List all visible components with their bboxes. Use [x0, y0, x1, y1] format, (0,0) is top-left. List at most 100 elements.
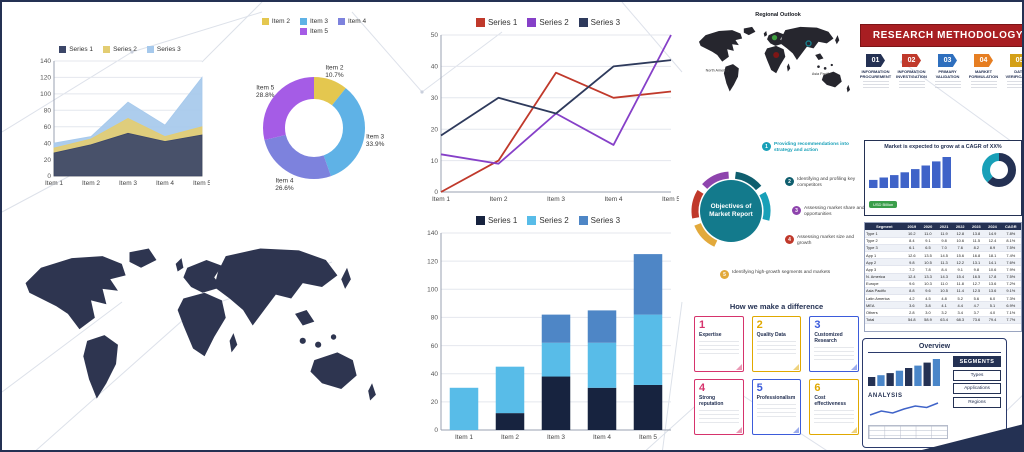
svg-text:60: 60 — [44, 124, 52, 131]
table-cell: 9.1% — [1000, 287, 1021, 296]
table-cell: 15.4 — [952, 273, 969, 281]
card-fold-decoration — [851, 364, 857, 370]
objective-text: Assessing market size and growth — [797, 235, 855, 246]
step-text-lines — [1006, 81, 1022, 89]
table-cell: 9.6 — [919, 287, 937, 296]
table-cell: 9.8 — [936, 237, 953, 245]
table-cell: 11.3 — [936, 258, 953, 267]
table-row: Type 2 8.4 9.1 9.8 10.6 11.5 12.4 8.1% — [865, 237, 1021, 245]
difference-text-lines — [699, 409, 739, 426]
step-number: 01 — [866, 54, 885, 67]
step-text-lines — [970, 81, 997, 89]
legend-item: Series 2 — [527, 18, 569, 27]
legend-item: Series 2 — [103, 46, 137, 53]
table-row: Type 1 10.2 11.0 11.9 12.8 13.8 14.9 7.8% — [865, 230, 1021, 238]
table-cell: 4.8 — [936, 294, 953, 303]
objective-text: Providing recommendations into strategy … — [774, 142, 849, 153]
objective-number: 3 — [792, 206, 801, 215]
regional-outlook-panel: Regional Outlook North America Asia Pacif… — [694, 12, 862, 130]
chart-plot: 0 20 40 60 80 100 120 140 Item 1 Item 2 Item 3 Item… — [427, 230, 671, 441]
table-cell: 9.6 — [903, 280, 920, 288]
table-row: Latin America 4.2 4.5 4.8 5.2 5.6 6.0 7.3% — [865, 294, 1021, 303]
legend-item: Item 3 — [299, 18, 328, 25]
svg-text:50: 50 — [431, 32, 439, 39]
difference-label: Customized Research — [814, 332, 843, 344]
table-cell: 10.5 — [936, 287, 953, 296]
overview-title: Overview — [868, 343, 1001, 353]
chart-plot: 0 20 40 60 80 100 120 140 Item 1 Item 2 Item 3 Item… — [40, 58, 210, 187]
difference-label: Strong reputation — [699, 395, 724, 407]
methodology-step: 01 INFORMATION PROCUREMENT — [860, 54, 891, 89]
objective-text: Assessing market share and opportunities — [804, 206, 865, 217]
table-header-row: Segment 2019 2020 2021 2022 2023 2024 CAGR — [865, 223, 1021, 231]
svg-text:Item 1: Item 1 — [432, 196, 450, 203]
svg-text:Item 3: Item 3 — [547, 434, 565, 441]
methodology-step: 05 DATA VERIFICATION — [1004, 54, 1024, 89]
table-cell: App 3 — [865, 265, 904, 274]
table-cell: 12.2 — [952, 258, 969, 267]
legend-item: Series 3 — [578, 18, 620, 27]
table-cell: 79.4 — [984, 316, 1001, 324]
table-cell: Others — [865, 308, 904, 317]
table-cell: 12.5 — [968, 287, 985, 296]
table-header-cell: 2023 — [968, 223, 985, 231]
table-cell: 8.8 — [903, 287, 920, 296]
table-cell: 8.1% — [1000, 237, 1021, 245]
cagr-badge: USD Billion — [869, 201, 898, 208]
table-row: App 3 7.2 7.8 8.4 9.1 9.8 10.6 7.9% — [865, 265, 1021, 274]
legend-item: Series 2 — [527, 216, 569, 225]
table-cell: 3.2 — [936, 308, 953, 317]
difference-number: 1 — [699, 319, 706, 331]
table-cell: 5.1 — [984, 301, 1001, 310]
table-cell: 5.2 — [952, 294, 969, 303]
table-row: N. America 12.4 13.3 14.3 15.4 16.5 17.8 7.5% — [865, 273, 1021, 281]
difference-label: Quality Data — [756, 332, 786, 338]
difference-title: How we make a difference — [729, 302, 824, 311]
difference-text-lines — [814, 346, 854, 363]
svg-text:Item 3: Item 3 — [119, 180, 137, 187]
difference-label: Professionalism — [756, 395, 796, 401]
objective-item: 2 Identifying and profiling key competito… — [785, 177, 865, 189]
data-table: Segment 2019 2020 2021 2022 2023 2024 CAGR Type … — [865, 223, 1021, 324]
svg-text:0: 0 — [434, 427, 438, 434]
svg-text:40: 40 — [431, 371, 439, 378]
table-cell: 3.7 — [968, 308, 985, 317]
table-cell: 7.3% — [1000, 294, 1021, 303]
table-cell: MEA — [865, 301, 904, 310]
table-cell: 12.6 — [903, 251, 920, 260]
legend-item: Series 1 — [475, 18, 517, 27]
table-cell: 18.1 — [984, 251, 1001, 260]
table-row: App 2 9.8 10.5 11.3 12.2 13.1 14.1 7.6% — [865, 258, 1021, 267]
table-row: Type 3 6.1 6.5 7.0 7.6 8.2 8.9 7.5% — [865, 244, 1021, 252]
europe-marker — [771, 34, 778, 41]
table-cell: 63.4 — [936, 316, 953, 324]
step-label: DATA VERIFICATION — [1005, 69, 1024, 79]
table-cell: 13.5 — [919, 251, 937, 260]
legend-item: Item 2 — [261, 18, 290, 25]
table-cell: 10.5 — [919, 258, 937, 267]
table-cell: 7.2 — [903, 265, 920, 274]
table-cell: App 2 — [865, 258, 904, 267]
svg-text:Item 426.6%: Item 4 26.6% — [275, 178, 294, 193]
research-methodology-panel: RESEARCH METHODOLOGY 01 INFORMATION PROCU… — [860, 24, 1024, 134]
table-header-cell: CAGR — [1000, 223, 1021, 231]
objective-text: Identifying and profiling key competitor… — [797, 177, 856, 188]
step-number: 04 — [974, 54, 993, 67]
objective-item: 3 Assessing market share and opportunitie… — [792, 206, 866, 218]
legend-item: Series 1 — [475, 216, 517, 225]
table-cell: 13.8 — [968, 230, 985, 238]
table-cell: 8.4 — [936, 265, 953, 274]
table-row: Asia Pacific 8.8 9.6 10.5 11.4 12.5 13.6 9.1% — [865, 287, 1021, 296]
table-cell: 14.3 — [936, 273, 953, 281]
table-cell: 4.7 — [968, 301, 985, 310]
difference-card: 2 Quality Data — [751, 316, 802, 372]
chart-legend: Item 2 Item 3 Item 4 Item 5 — [248, 16, 380, 37]
table-cell: 7.8 — [919, 265, 937, 274]
objective-number: 4 — [785, 235, 794, 244]
objective-item: 5 Identifying high-growth segments and ma… — [720, 270, 850, 279]
overview-mini-table — [868, 425, 948, 439]
asia-pacific-marker — [805, 40, 812, 47]
table-cell: 3.4 — [952, 308, 969, 317]
objectives-panel: Objectives of Market Report 1 Providing r… — [690, 130, 868, 300]
table-row: App 1 12.6 13.5 14.5 15.6 16.8 18.1 7.4% — [865, 251, 1021, 260]
